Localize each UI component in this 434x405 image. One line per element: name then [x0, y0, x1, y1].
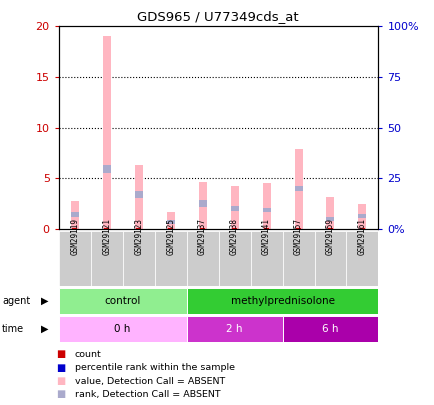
- Bar: [230, 206, 238, 211]
- Bar: [102, 165, 110, 173]
- Text: value, Detection Call = ABSENT: value, Detection Call = ABSENT: [75, 377, 224, 386]
- Text: rank, Detection Call = ABSENT: rank, Detection Call = ABSENT: [75, 390, 220, 399]
- Text: ▶: ▶: [41, 296, 49, 306]
- Bar: [198, 182, 206, 229]
- Bar: [358, 214, 365, 218]
- Bar: [327, 228, 332, 229]
- Bar: [59, 231, 91, 286]
- Text: count: count: [75, 350, 101, 359]
- Bar: [200, 228, 204, 229]
- Text: GSM29141: GSM29141: [261, 218, 270, 256]
- Bar: [155, 231, 186, 286]
- Bar: [294, 186, 302, 191]
- Text: GSM29123: GSM29123: [134, 218, 143, 256]
- Bar: [59, 316, 186, 342]
- Text: GSM29157: GSM29157: [293, 218, 302, 256]
- Bar: [294, 149, 302, 229]
- Bar: [282, 316, 378, 342]
- Text: ■: ■: [56, 350, 66, 359]
- Bar: [218, 231, 250, 286]
- Bar: [122, 231, 155, 286]
- Bar: [102, 36, 110, 229]
- Text: GSM29119: GSM29119: [70, 218, 79, 256]
- Text: ■: ■: [56, 376, 66, 386]
- Bar: [135, 191, 142, 198]
- Text: GSM29137: GSM29137: [197, 218, 207, 256]
- Bar: [136, 228, 141, 229]
- Text: GDS965 / U77349cds_at: GDS965 / U77349cds_at: [136, 10, 298, 23]
- Text: methylprednisolone: methylprednisolone: [230, 296, 334, 306]
- Text: GSM29159: GSM29159: [325, 218, 334, 256]
- Bar: [250, 231, 282, 286]
- Bar: [186, 316, 282, 342]
- Text: ▶: ▶: [41, 324, 49, 334]
- Bar: [262, 183, 270, 229]
- Bar: [262, 207, 270, 211]
- Bar: [72, 228, 77, 229]
- Bar: [135, 165, 142, 229]
- Bar: [59, 288, 186, 314]
- Bar: [166, 211, 174, 229]
- Bar: [358, 203, 365, 229]
- Bar: [186, 288, 378, 314]
- Text: agent: agent: [2, 296, 30, 306]
- Text: 0 h: 0 h: [114, 324, 131, 334]
- Bar: [71, 201, 79, 229]
- Text: 6 h: 6 h: [322, 324, 338, 334]
- Bar: [282, 231, 314, 286]
- Bar: [186, 231, 218, 286]
- Text: time: time: [2, 324, 24, 334]
- Bar: [296, 228, 300, 229]
- Bar: [230, 186, 238, 229]
- Text: percentile rank within the sample: percentile rank within the sample: [75, 363, 234, 372]
- Text: ■: ■: [56, 363, 66, 373]
- Bar: [104, 228, 109, 229]
- Text: GSM29138: GSM29138: [230, 218, 239, 256]
- Text: GSM29125: GSM29125: [166, 218, 175, 256]
- Bar: [314, 231, 345, 286]
- Bar: [198, 200, 206, 207]
- Text: GSM29121: GSM29121: [102, 218, 111, 256]
- Text: GSM29161: GSM29161: [357, 218, 366, 256]
- Bar: [326, 198, 334, 229]
- Bar: [263, 228, 268, 229]
- Text: ■: ■: [56, 390, 66, 399]
- Bar: [326, 217, 334, 221]
- Bar: [166, 220, 174, 224]
- Bar: [71, 211, 79, 217]
- Bar: [346, 231, 378, 286]
- Text: 2 h: 2 h: [226, 324, 242, 334]
- Bar: [91, 231, 122, 286]
- Text: control: control: [104, 296, 141, 306]
- Bar: [168, 228, 173, 229]
- Bar: [359, 228, 364, 229]
- Bar: [232, 228, 237, 229]
